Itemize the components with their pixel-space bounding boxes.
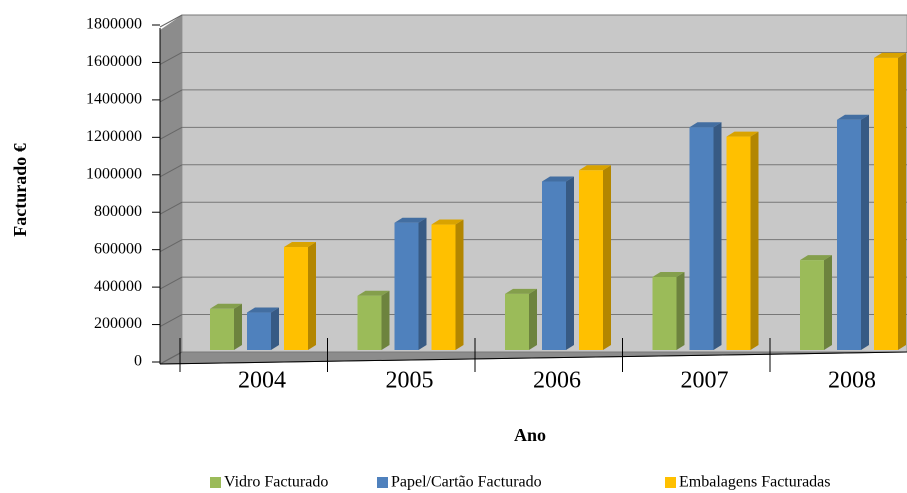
bar [505, 293, 529, 350]
grid-line [159, 89, 183, 103]
y-tick-label: 200000 [94, 315, 142, 332]
bar-side [529, 288, 537, 350]
bar [837, 119, 861, 350]
legend-swatch [665, 477, 676, 488]
y-tick-label: 400000 [94, 278, 142, 295]
y-tick-label: 1400000 [86, 91, 142, 108]
x-tick-label: 2005 [386, 368, 434, 394]
bar-side [381, 290, 390, 350]
bar [210, 308, 234, 350]
y-tick-label: 600000 [94, 240, 142, 257]
bar-top [726, 131, 759, 137]
bar-top [394, 217, 427, 223]
legend-swatch [377, 477, 388, 488]
bar-side [308, 242, 316, 350]
y-tick-label: 800000 [94, 203, 142, 220]
x-tick-label: 2007 [681, 368, 729, 394]
bar [247, 312, 271, 350]
bar-top [247, 307, 279, 313]
bar-top [357, 290, 390, 296]
bar [542, 181, 566, 350]
bar-side [898, 52, 906, 350]
bar [726, 136, 751, 350]
y-tick-label: 0 [134, 353, 142, 370]
bar-top [284, 242, 316, 248]
bar-side [824, 255, 832, 350]
x-axis [159, 351, 907, 365]
grid-line [159, 126, 183, 140]
bar-side [271, 307, 279, 350]
bar-side [750, 131, 759, 350]
y-axis-title: Facturado € [10, 143, 30, 237]
x-tick-label: 2008 [828, 368, 876, 394]
bar-top [837, 114, 869, 120]
bar [800, 260, 824, 350]
bar-side [676, 271, 685, 350]
legend-label: Vidro Facturado [224, 474, 328, 491]
bar-top [874, 52, 906, 58]
bar-side [418, 217, 427, 350]
bar-side [713, 122, 722, 350]
bar [431, 224, 456, 350]
side-wall [160, 15, 182, 364]
x-tick-label: 2006 [533, 368, 581, 394]
bar-side [861, 114, 869, 350]
x-axis-title: Ano [514, 425, 546, 445]
grid-line [159, 14, 183, 28]
grid-line [159, 351, 183, 365]
grid-line [159, 276, 183, 290]
bar-top [579, 165, 611, 171]
bar [284, 247, 308, 350]
bar-side [603, 165, 611, 350]
y-tick-label: 1000000 [86, 165, 142, 182]
bar-top [542, 176, 574, 182]
legend-label: Embalagens Facturadas [679, 474, 831, 491]
bar-top [210, 303, 242, 309]
bar-side [566, 176, 574, 350]
bar [394, 222, 419, 350]
bar [874, 57, 898, 350]
bar [357, 295, 382, 350]
bar-top [652, 271, 685, 277]
bar-top [505, 288, 537, 294]
y-tick-label: 1600000 [86, 53, 142, 70]
legend-swatch [210, 477, 221, 488]
bar-top [431, 219, 464, 225]
grid-line [159, 239, 183, 253]
bar-top [689, 122, 722, 128]
bar-side [455, 219, 464, 350]
bar-top [800, 255, 832, 261]
bar [579, 170, 603, 350]
x-tick-label: 2004 [238, 368, 286, 394]
bar [652, 276, 677, 350]
bar-side [234, 303, 242, 350]
legend-label: Papel/Cartão Facturado [391, 474, 542, 491]
grid-line [159, 164, 183, 178]
y-tick-label: 1800000 [86, 16, 142, 33]
grid-line [159, 314, 183, 327]
y-tick-label: 1200000 [86, 128, 142, 145]
grid-line [159, 201, 183, 215]
grid-line [159, 52, 183, 65]
bar [689, 127, 714, 350]
